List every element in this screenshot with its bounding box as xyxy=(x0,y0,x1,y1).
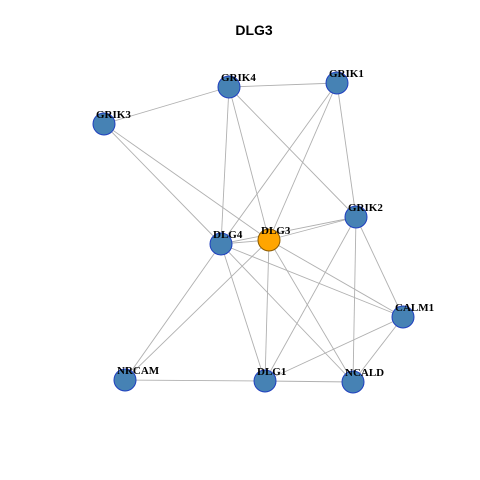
edge xyxy=(268,82,338,241)
node xyxy=(217,75,241,99)
edges xyxy=(103,82,404,383)
node-label: GRIK3 xyxy=(96,109,131,121)
edge xyxy=(336,82,357,218)
node xyxy=(113,368,137,392)
edge xyxy=(220,243,354,383)
node-label: CALM1 xyxy=(395,302,434,314)
edge xyxy=(268,239,354,383)
edge xyxy=(264,216,357,382)
node xyxy=(209,232,233,256)
edge xyxy=(103,123,222,245)
node-label: DLG3 xyxy=(261,225,291,237)
node xyxy=(391,305,415,329)
edge xyxy=(124,379,266,382)
node xyxy=(344,205,368,229)
edge xyxy=(352,216,357,383)
edge xyxy=(228,86,270,241)
node-label: GRIK2 xyxy=(348,202,383,214)
edge xyxy=(264,239,270,382)
edge xyxy=(268,239,404,318)
edge xyxy=(220,82,338,245)
edge xyxy=(264,316,404,382)
edge xyxy=(220,243,266,382)
edge xyxy=(268,216,357,241)
nodes: GRIK4 GRIK1 GRIK3 GRIK2 DLG4 DLG3 CALM1 NRCAM DL… xyxy=(92,68,434,394)
node xyxy=(253,369,277,393)
edge xyxy=(124,243,222,381)
node-label: NRCAM xyxy=(117,365,160,377)
edge xyxy=(220,216,357,245)
node-label: DLG1 xyxy=(257,366,286,378)
node xyxy=(257,228,281,252)
node xyxy=(92,112,116,136)
edge xyxy=(220,243,404,318)
diagram-title: DLG3 xyxy=(235,22,273,38)
node xyxy=(325,71,349,95)
edge xyxy=(228,86,357,218)
edge xyxy=(355,216,404,318)
edge xyxy=(103,123,270,241)
node-label: GRIK4 xyxy=(221,72,256,84)
node-label: DLG4 xyxy=(213,229,243,241)
edge xyxy=(103,86,230,125)
edge xyxy=(220,86,230,245)
edge xyxy=(124,239,270,381)
edge xyxy=(228,82,338,88)
node-label: GRIK1 xyxy=(329,68,364,80)
node-label: NCALD xyxy=(345,367,384,379)
edge xyxy=(264,380,354,383)
edge xyxy=(352,316,404,383)
node xyxy=(341,370,365,394)
